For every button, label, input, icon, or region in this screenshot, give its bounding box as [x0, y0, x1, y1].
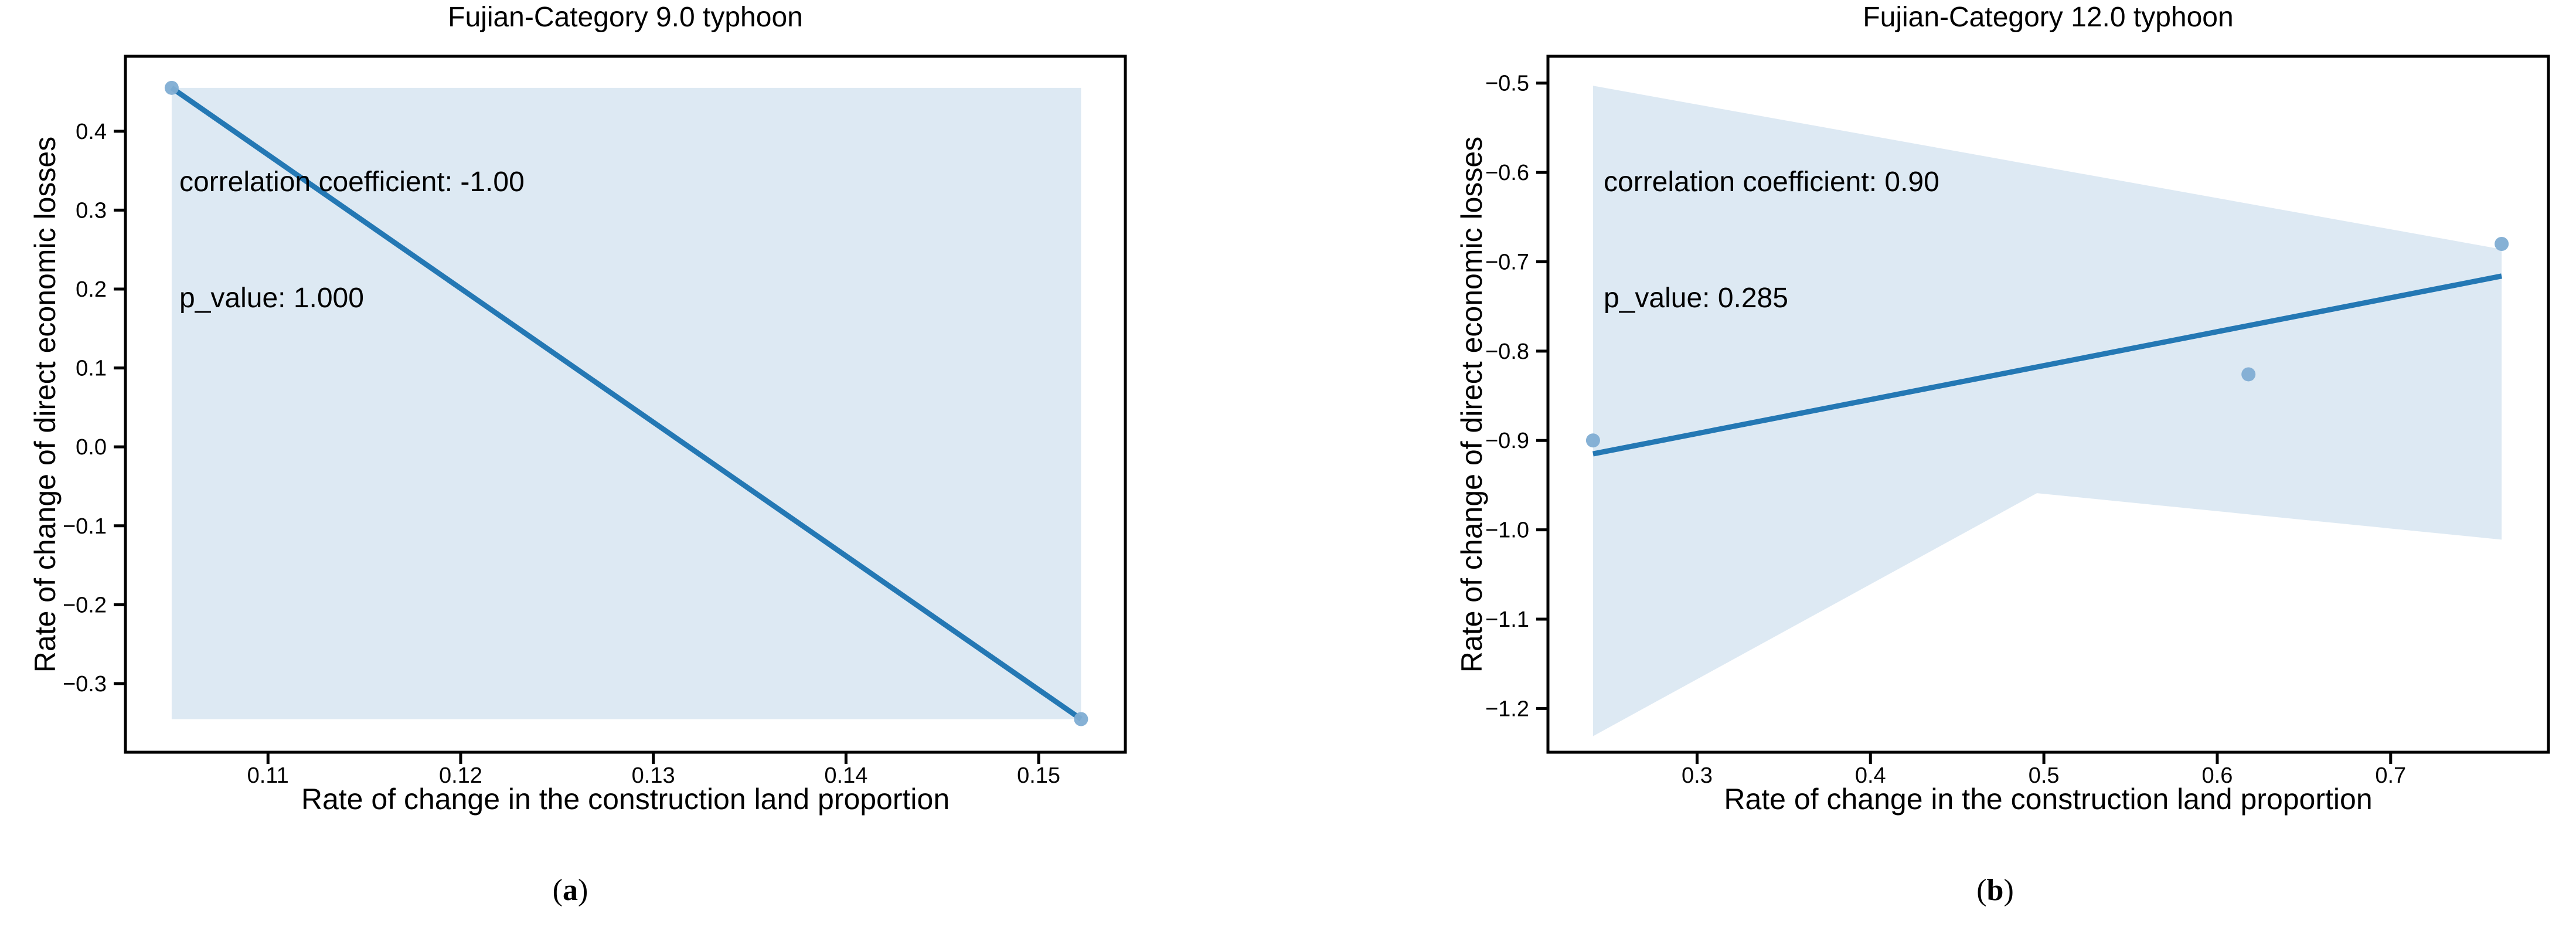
- caption-a-paren-open: (: [552, 874, 563, 907]
- y-tick-label: −0.9: [1485, 429, 1529, 453]
- panel-a-title: Fujian-Category 9.0 typhoon: [448, 2, 803, 33]
- axes-spines: [124, 55, 1127, 754]
- x-tick-label: 0.12: [439, 763, 482, 788]
- y-tick-label: −1.0: [1485, 518, 1529, 543]
- panel-b-title: Fujian-Category 12.0 typhoon: [1863, 2, 2234, 33]
- panel-a-ylabel: Rate of change of direct economic losses: [29, 136, 62, 673]
- data-point: [1585, 433, 1600, 448]
- y-tick-label: −0.8: [1485, 339, 1529, 364]
- x-tick-label: 0.14: [824, 763, 867, 788]
- caption-b-paren-close: ): [2003, 874, 2014, 907]
- panel-b-pvalue-text: p_value: 0.285: [1604, 283, 1788, 314]
- data-point: [2241, 367, 2256, 382]
- y-tick-label: 0.3: [76, 198, 107, 223]
- y-tick-label: 0.1: [76, 356, 107, 381]
- x-tick-label: 0.4: [1855, 763, 1886, 788]
- y-tick-label: −0.1: [63, 514, 107, 539]
- x-tick-label: 0.6: [2202, 763, 2233, 788]
- data-point: [2495, 236, 2509, 251]
- caption-a-letter: a: [563, 874, 578, 907]
- regression-line: [1592, 273, 2502, 457]
- y-tick-label: −0.2: [63, 593, 107, 617]
- y-tick-label: −0.3: [63, 672, 107, 697]
- panel-b-caption: (b): [1976, 872, 2014, 909]
- y-tick-label: −0.6: [1485, 161, 1529, 185]
- y-tick-label: −0.5: [1485, 72, 1529, 96]
- x-tick-label: 0.7: [2375, 763, 2406, 788]
- data-point: [1074, 712, 1088, 726]
- panel-a-xlabel: Rate of change in the construction land …: [301, 783, 950, 816]
- x-tick-label: 0.3: [1682, 763, 1713, 788]
- regression-line: [170, 86, 1083, 722]
- y-tick-label: 0.0: [76, 435, 107, 460]
- y-tick-label: −0.7: [1485, 250, 1529, 274]
- panel-a-pvalue-text: p_value: 1.000: [179, 283, 364, 314]
- confidence-band: [1592, 86, 2502, 736]
- x-tick-label: 0.5: [2029, 763, 2060, 788]
- panel-a-caption: (a): [553, 872, 588, 909]
- caption-a-paren-close: ): [578, 874, 588, 907]
- panel-a-annotation: correlation coefficient: -1.00 p_value: …: [179, 86, 525, 356]
- y-tick-label: 0.4: [76, 120, 107, 144]
- x-tick-label: 0.15: [1017, 763, 1060, 788]
- x-tick-label: 0.13: [632, 763, 675, 788]
- y-tick-label: −1.1: [1485, 607, 1529, 632]
- panel-b-xlabel: Rate of change in the construction land …: [1724, 783, 2373, 816]
- panel-b-ylabel: Rate of change of direct economic losses: [1455, 136, 1488, 673]
- panel-b-corr-text: correlation coefficient: 0.90: [1604, 167, 1939, 198]
- panel-a-corr-text: correlation coefficient: -1.00: [179, 167, 525, 198]
- y-tick-label: 0.2: [76, 277, 107, 302]
- x-tick-label: 0.11: [247, 763, 289, 788]
- panel-b-annotation: correlation coefficient: 0.90 p_value: 0…: [1604, 86, 1939, 356]
- data-point: [164, 80, 179, 95]
- caption-b-letter: b: [1986, 874, 2004, 907]
- caption-b-paren-open: (: [1976, 874, 1987, 907]
- axes-spines: [1546, 55, 2550, 754]
- y-tick-label: −1.2: [1485, 697, 1529, 721]
